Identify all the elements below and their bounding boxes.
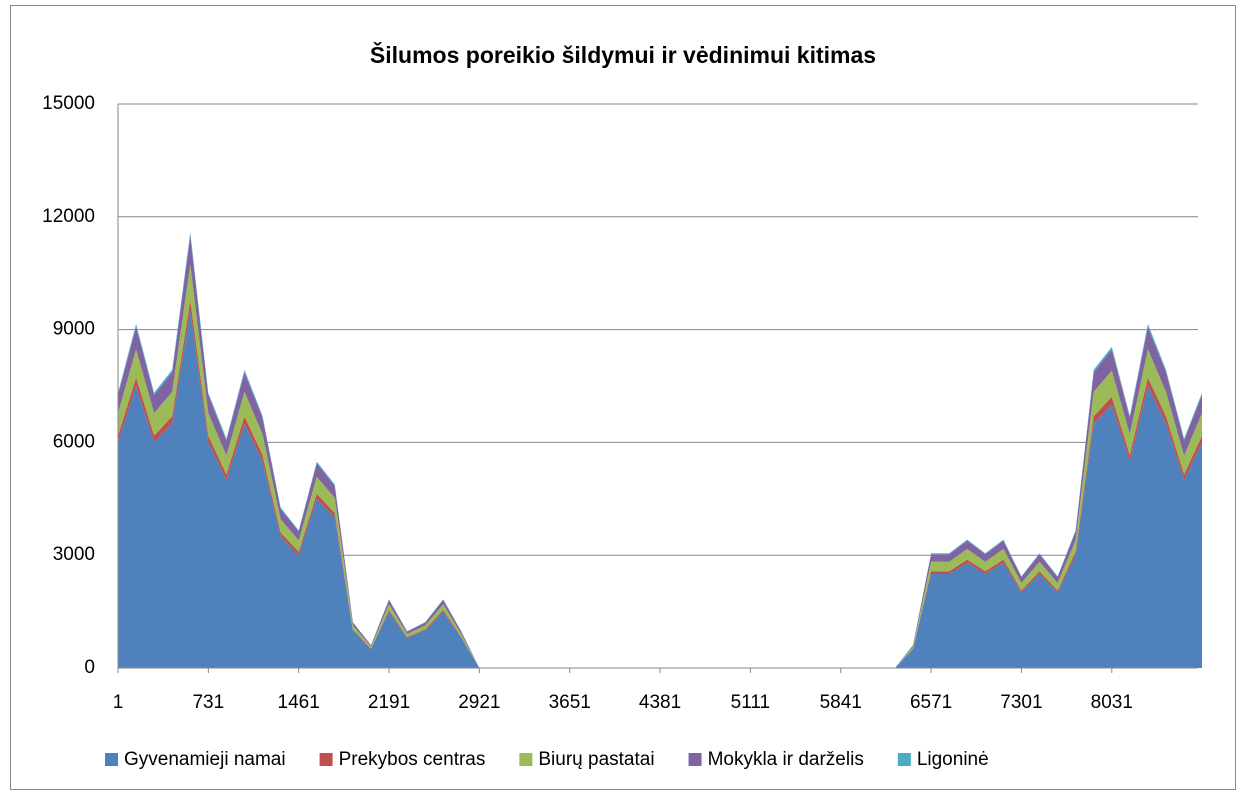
x-tick-label: 1461 — [278, 692, 320, 713]
legend-swatch — [897, 753, 911, 766]
legend-label: Prekybos centras — [339, 749, 486, 770]
x-tick-label: 6571 — [910, 692, 952, 713]
legend-swatch — [105, 753, 118, 766]
x-tick-label: 2191 — [368, 692, 410, 713]
chart-title: Šilumos poreikio šildymui ir vėdinimui k… — [370, 41, 876, 68]
legend-label: Mokykla ir darželis — [708, 749, 864, 770]
x-tick-label: 5111 — [731, 692, 770, 713]
area — [118, 235, 1202, 669]
legend-label: Ligoninė — [917, 749, 989, 770]
x-tick-label: 2921 — [458, 692, 500, 713]
y-tick-label: 6000 — [53, 431, 95, 452]
area — [118, 310, 1202, 668]
x-tick-label: 7301 — [1000, 692, 1042, 713]
x-tick-label: 8031 — [1091, 692, 1133, 713]
legend-swatch — [688, 753, 702, 766]
legend-label: Biurų pastatai — [538, 749, 654, 770]
x-tick-label: 4381 — [639, 692, 681, 713]
legend-swatch — [319, 753, 333, 766]
y-tick-label: 0 — [84, 657, 95, 678]
x-tick-label: 731 — [192, 692, 224, 713]
y-tick-label: 3000 — [53, 544, 95, 565]
x-tick-label: 1 — [113, 692, 124, 713]
x-tick-label: 3651 — [549, 692, 591, 713]
x-tick-label: 5841 — [820, 692, 862, 713]
area — [118, 264, 1202, 668]
y-tick-label: 15000 — [42, 93, 95, 114]
legend-swatch — [519, 753, 533, 766]
y-tick-label: 9000 — [53, 319, 95, 340]
legend-label: Gyvenamieji namai — [124, 749, 286, 770]
y-tick-label: 12000 — [42, 206, 95, 227]
